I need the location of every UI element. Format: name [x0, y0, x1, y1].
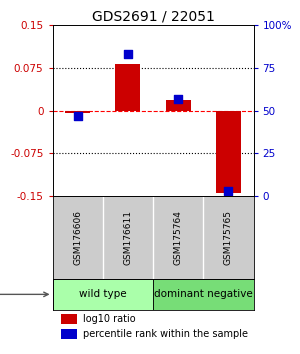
Bar — [115, 64, 140, 110]
Title: GDS2691 / 22051: GDS2691 / 22051 — [92, 10, 214, 24]
Bar — [61, 314, 76, 324]
Bar — [52, 279, 153, 310]
Text: wild type: wild type — [79, 289, 127, 299]
Bar — [61, 329, 76, 339]
Text: log10 ratio: log10 ratio — [83, 314, 135, 324]
Point — [75, 113, 80, 119]
Bar — [166, 100, 191, 110]
Point — [125, 51, 130, 57]
Point — [176, 96, 181, 101]
Text: GSM175764: GSM175764 — [174, 210, 183, 265]
Bar — [65, 110, 90, 113]
Bar — [153, 279, 254, 310]
Point — [226, 188, 231, 194]
Text: GSM176606: GSM176606 — [73, 210, 82, 265]
Bar — [216, 110, 241, 194]
Text: dominant negative: dominant negative — [154, 289, 253, 299]
Text: GSM176611: GSM176611 — [123, 210, 132, 265]
Text: percentile rank within the sample: percentile rank within the sample — [83, 329, 248, 339]
Text: GSM175765: GSM175765 — [224, 210, 233, 265]
